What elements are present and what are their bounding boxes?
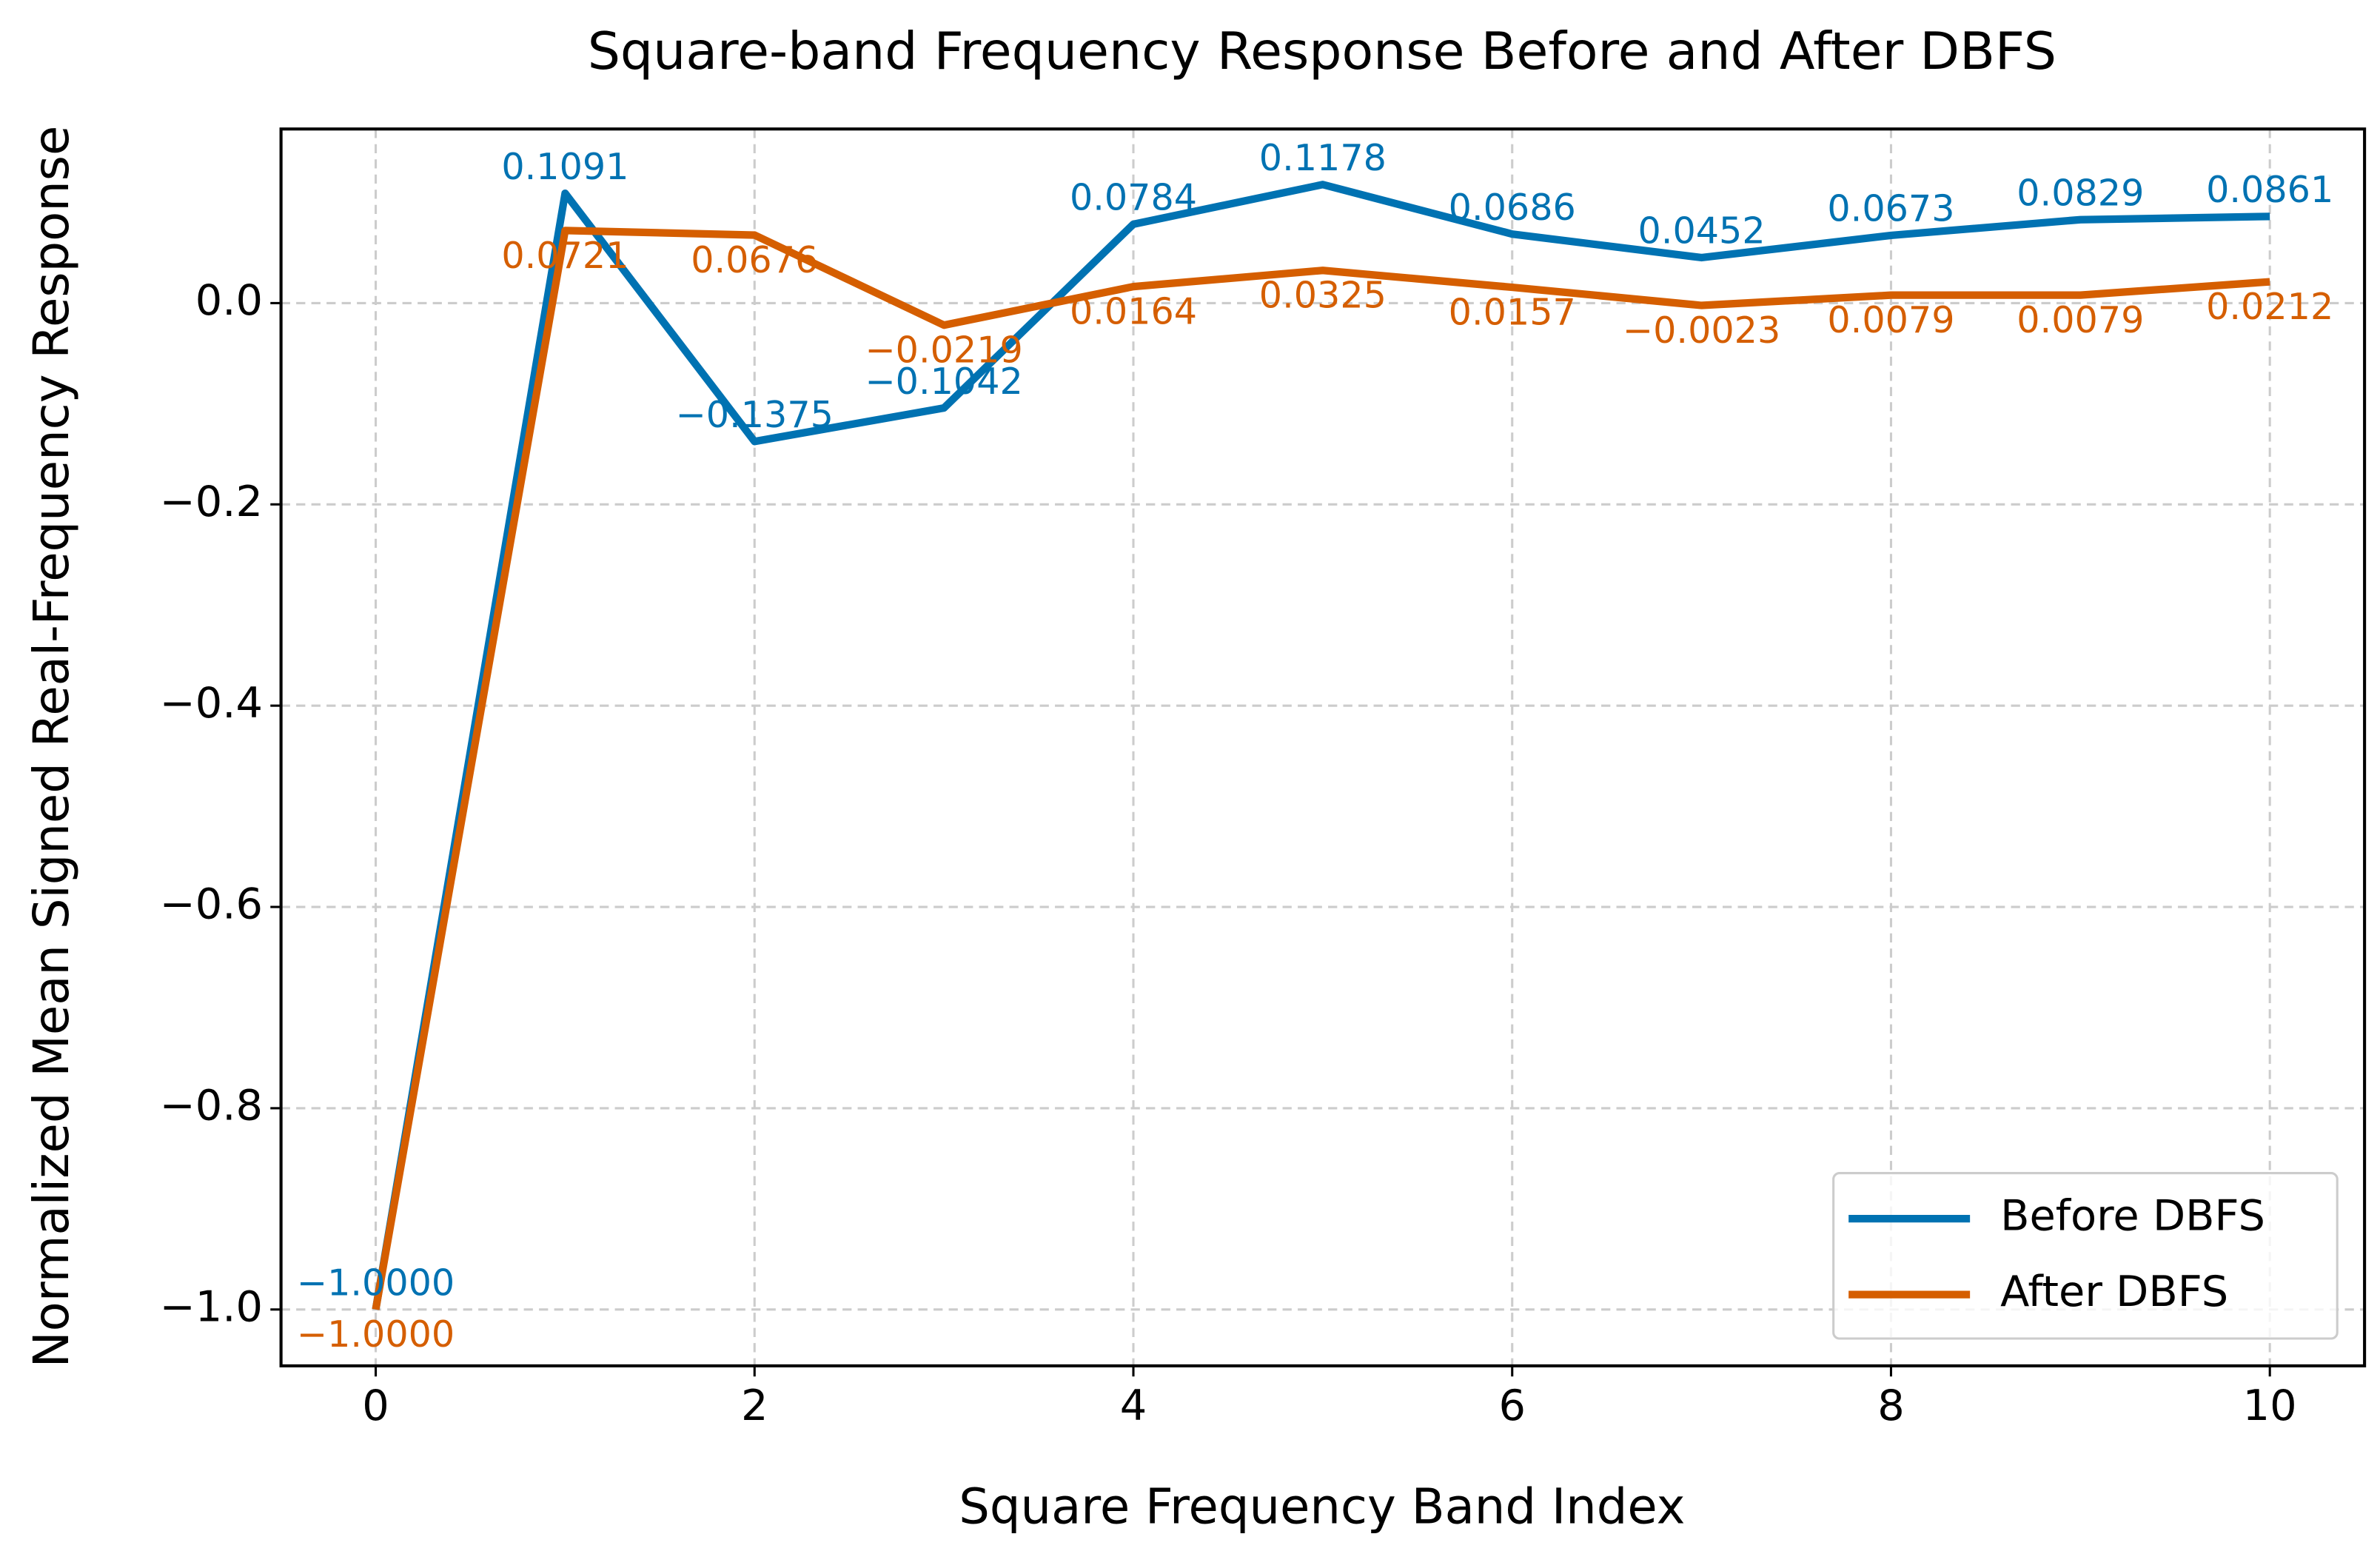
x-tick-label: 8 bbox=[1877, 1381, 1905, 1430]
series-line bbox=[372, 227, 2270, 1310]
x-tick-label: 10 bbox=[2243, 1381, 2297, 1430]
data-label: 0.0721 bbox=[501, 234, 628, 277]
x-tick-label: 0 bbox=[362, 1381, 389, 1430]
x-tick-label: 4 bbox=[1120, 1381, 1147, 1430]
chart-title: Square-band Frequency Response Before an… bbox=[588, 21, 2056, 81]
data-label: −0.0219 bbox=[865, 329, 1022, 372]
y-tick-label: −1.0 bbox=[160, 1282, 263, 1331]
data-label: 0.0452 bbox=[1638, 210, 1766, 252]
data-label: 0.0325 bbox=[1259, 274, 1387, 317]
x-tick-label: 6 bbox=[1498, 1381, 1526, 1430]
data-label: 0.0829 bbox=[2017, 171, 2144, 214]
y-tick-label: 0.0 bbox=[195, 275, 263, 325]
y-axis-label: Normalized Mean Signed Real-Frequency Re… bbox=[24, 126, 80, 1368]
data-label: 0.0784 bbox=[1070, 176, 1197, 219]
data-label: −1.0000 bbox=[297, 1313, 455, 1356]
y-tick-label: −0.6 bbox=[160, 880, 263, 929]
data-label: 0.0686 bbox=[1449, 186, 1576, 229]
data-label: 0.1178 bbox=[1259, 136, 1387, 179]
data-label: 0.0079 bbox=[2017, 298, 2144, 341]
data-label: 0.0676 bbox=[691, 238, 818, 281]
data-label: −0.0023 bbox=[1623, 309, 1780, 352]
y-tick-label: −0.2 bbox=[160, 477, 263, 526]
data-label: 0.1091 bbox=[501, 145, 628, 188]
y-tick-label: −0.8 bbox=[160, 1081, 263, 1130]
legend-label: After DBFS bbox=[2000, 1267, 2228, 1316]
data-label: 0.0861 bbox=[2206, 168, 2333, 211]
series-line bbox=[372, 181, 2270, 1310]
data-label: 0.0164 bbox=[1070, 290, 1197, 333]
y-tick-label: −0.4 bbox=[160, 678, 263, 728]
data-label: 0.0212 bbox=[2206, 285, 2333, 328]
x-tick-label: 2 bbox=[741, 1381, 768, 1430]
data-label: −1.0000 bbox=[297, 1261, 455, 1304]
x-axis-label: Square Frequency Band Index bbox=[959, 1479, 1685, 1535]
data-label: 0.0079 bbox=[1827, 298, 1954, 341]
data-label: 0.0157 bbox=[1449, 290, 1576, 333]
legend-label: Before DBFS bbox=[2000, 1191, 2265, 1241]
data-label: −0.1042 bbox=[865, 360, 1022, 403]
plot-frame bbox=[279, 127, 2367, 1367]
data-label: −0.1375 bbox=[676, 393, 834, 436]
data-label: 0.0673 bbox=[1827, 187, 1954, 230]
